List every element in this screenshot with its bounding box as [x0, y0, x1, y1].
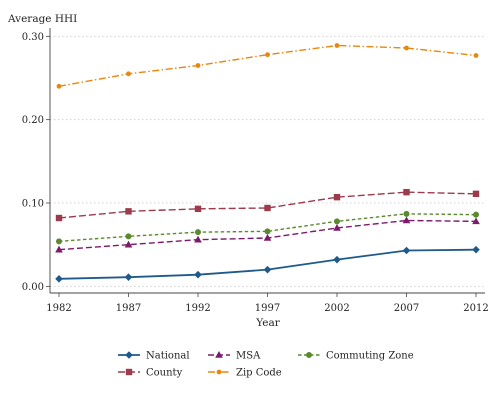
data-point-county [125, 208, 132, 215]
data-point-commuting-zone [264, 228, 271, 235]
x-axis-title: Year [255, 317, 280, 329]
data-point-commuting-zone [403, 210, 410, 217]
x-tick-label: 2012 [463, 303, 488, 314]
legend-label-zip-code: Zip Code [236, 368, 282, 379]
x-tick-label: 1987 [116, 303, 141, 314]
series-lines [55, 43, 480, 283]
data-point-zip-code [473, 53, 479, 58]
legend-label-msa: MSA [236, 351, 261, 362]
data-point-commuting-zone [56, 238, 62, 245]
data-point-zip-code [334, 43, 340, 48]
data-point-msa [333, 224, 341, 231]
data-point-zip-code [404, 45, 409, 51]
data-point-msa [402, 216, 411, 224]
data-point-commuting-zone [195, 229, 201, 236]
y-tick-label: 0.10 [22, 199, 44, 210]
data-point-county [403, 188, 410, 196]
legend-label-commuting-zone: Commuting Zone [326, 351, 414, 362]
data-point-national [263, 265, 272, 274]
data-point-zip-code [56, 83, 62, 89]
data-point-county [55, 214, 63, 222]
data-point-county [472, 190, 480, 198]
gridlines [50, 35, 485, 287]
data-point-commuting-zone [125, 233, 132, 240]
axes: 0.00 0.10 0.20 0.30 1982 1987 1992 1997 2002 2007… [22, 28, 489, 314]
data-point-national [402, 246, 411, 255]
data-point-zip-code [195, 63, 201, 68]
y-tick-label: 0.00 [22, 282, 44, 293]
data-point-county [333, 193, 341, 201]
legend-label-county: County [146, 368, 183, 379]
y-axis-title: Average HHI [7, 13, 77, 25]
data-point-commuting-zone [473, 211, 479, 218]
x-tick-label: 1992 [185, 303, 210, 314]
series-line-national [58, 248, 477, 280]
y-tick-label: 0.30 [22, 32, 44, 43]
x-tick-label: 2007 [394, 303, 419, 314]
data-point-county [194, 205, 202, 213]
data-point-msa [124, 240, 133, 248]
data-point-msa [194, 235, 202, 243]
x-tick-label: 1982 [46, 303, 71, 314]
legend-marker-national [125, 351, 133, 359]
legend: National MSA Commuting Zone County Zip Code [118, 351, 414, 379]
data-point-national [333, 255, 341, 264]
x-tick-label: 1997 [255, 303, 280, 314]
data-point-national [472, 245, 480, 254]
data-point-national [194, 270, 202, 279]
x-tick-label: 2002 [324, 303, 349, 314]
data-point-national [55, 275, 63, 283]
y-tick-label: 0.20 [22, 115, 44, 126]
data-point-msa [55, 245, 63, 253]
legend-marker-zip-code [216, 369, 222, 375]
data-point-msa [472, 217, 480, 225]
data-point-zip-code [265, 52, 270, 58]
legend-marker-commuting-zone [306, 352, 312, 358]
data-point-commuting-zone [334, 218, 340, 225]
legend-label-national: National [146, 351, 190, 362]
data-point-national [124, 273, 133, 281]
legend-marker-msa [215, 351, 223, 358]
legend-marker-county [125, 368, 133, 376]
data-point-county [264, 204, 271, 212]
data-point-zip-code [126, 71, 131, 77]
data-point-msa [263, 234, 272, 241]
series-line-zip-code [58, 44, 477, 88]
